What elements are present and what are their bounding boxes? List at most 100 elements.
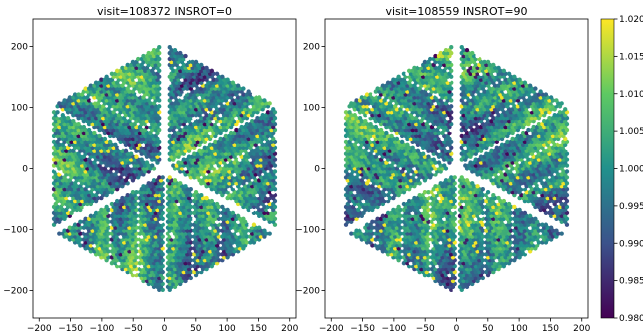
fiber-hex [51, 110, 57, 115]
fiber-hex [452, 175, 457, 180]
fiber-hex [146, 181, 151, 186]
y-tick-label: 100 [11, 103, 28, 113]
x-tick-label: −50 [124, 324, 143, 333]
fiber-hex [102, 136, 108, 142]
panel-left: visit=108372 INSROT=0 −200 −150 −100 −50 0 50… [3, 5, 298, 333]
fiber-hex [527, 213, 533, 219]
fiber-hex [114, 68, 120, 74]
fiber-hex [375, 216, 380, 221]
fiber-hex [549, 225, 554, 230]
x-tick-label: −150 [58, 324, 83, 333]
fiber-hex [167, 175, 172, 180]
fiber-hex [78, 219, 83, 224]
fiber-hex [129, 151, 134, 156]
fiber-hex [188, 187, 193, 192]
fiber-hex [62, 228, 67, 233]
fiber-hex [139, 157, 144, 162]
fiber-hex [244, 121, 250, 127]
fiber-hex [72, 92, 78, 97]
fiber-hex [364, 222, 370, 227]
fiber-hex [120, 195, 125, 201]
fiber-hex [104, 204, 109, 210]
fiber-hex [354, 228, 359, 233]
fiber-hex [248, 222, 253, 227]
fiber-hex [230, 80, 236, 85]
x-tick-label: −200 [27, 324, 52, 333]
fiber-hex [76, 92, 81, 97]
fiber-hex [228, 130, 234, 136]
fiber-hex [62, 98, 67, 103]
fiber-hex [213, 139, 218, 145]
fiber-hex [559, 231, 564, 236]
fiber-hex [506, 201, 512, 207]
fiber-hex [209, 68, 215, 74]
fiber-hex [380, 213, 386, 219]
fiber-hex [202, 145, 207, 150]
fiber-hex [172, 178, 178, 183]
fiber-hex [204, 65, 209, 71]
y-tick-label: −100 [3, 226, 28, 236]
fiber-hex [480, 187, 485, 192]
axes: −200 −150 −100 −50 0 50 100 150 200−200−10001002… [3, 42, 298, 333]
fiber-hex [262, 98, 267, 103]
fiber-hex [193, 190, 199, 195]
fiber-hex [257, 95, 262, 100]
fiber-hex [125, 192, 130, 198]
fiber-hex [71, 118, 76, 124]
fiber-hex [81, 124, 87, 130]
fiber-hex [193, 59, 199, 65]
fiber-hex [225, 207, 230, 213]
fiber-hex [370, 219, 375, 224]
fiber-hex [183, 184, 188, 189]
fiber-hex [522, 210, 528, 216]
fiber-hex [178, 50, 183, 56]
fiber-hex [107, 139, 113, 145]
fiber-hex [239, 124, 244, 130]
fiber-hex [178, 181, 183, 186]
fiber-hex [114, 198, 120, 204]
fiber-hex [272, 169, 278, 174]
fiber-hex [172, 47, 178, 53]
y-tick-label: 0 [22, 165, 28, 175]
x-tick-label: −100 [90, 324, 115, 333]
fiber-hex [83, 86, 88, 91]
fiber-hexes [343, 45, 570, 292]
fiber-hex [88, 83, 94, 88]
fiber-hex [459, 175, 464, 180]
fiber-hex [134, 190, 139, 195]
fiber-hex [120, 65, 125, 71]
fiber-hex [246, 89, 251, 94]
fiber-hex [257, 225, 262, 230]
fiber-hex [554, 228, 559, 233]
fiber-hex [86, 127, 92, 133]
fiber-hex [543, 222, 549, 227]
fiber-hex [190, 59, 195, 65]
fiber-hex [517, 207, 522, 213]
fiber-hex [99, 77, 104, 82]
fiber-hex [144, 160, 150, 165]
fiber-hex [76, 121, 81, 127]
fiber-hex [125, 62, 130, 68]
fiber-hex [220, 74, 225, 79]
fiber-hex [57, 231, 62, 236]
panel-right: visit=108559 INSROT=90 −200 −150 −100 −50 0 5… [295, 5, 590, 333]
fiber-hex [260, 113, 265, 118]
fiber-hex [230, 210, 236, 216]
fiber-hex [51, 139, 57, 145]
fiber-hex [199, 62, 204, 68]
fiber-hex [150, 163, 155, 168]
fiber-hex [60, 113, 65, 118]
fiber-hex [167, 133, 172, 139]
fiber-hex [533, 216, 538, 221]
fiber-hex [241, 216, 246, 221]
fiber-hexes [51, 45, 278, 292]
fiber-hex [207, 142, 213, 147]
fiber-hex [265, 110, 271, 115]
x-tick-label: 150 [250, 324, 267, 333]
fiber-hex [141, 53, 146, 59]
fiber-hex [123, 148, 129, 153]
fiber-hex [151, 47, 157, 53]
fiber-hex [475, 184, 480, 189]
fiber-hex [501, 198, 507, 204]
fiber-hex [141, 184, 146, 189]
